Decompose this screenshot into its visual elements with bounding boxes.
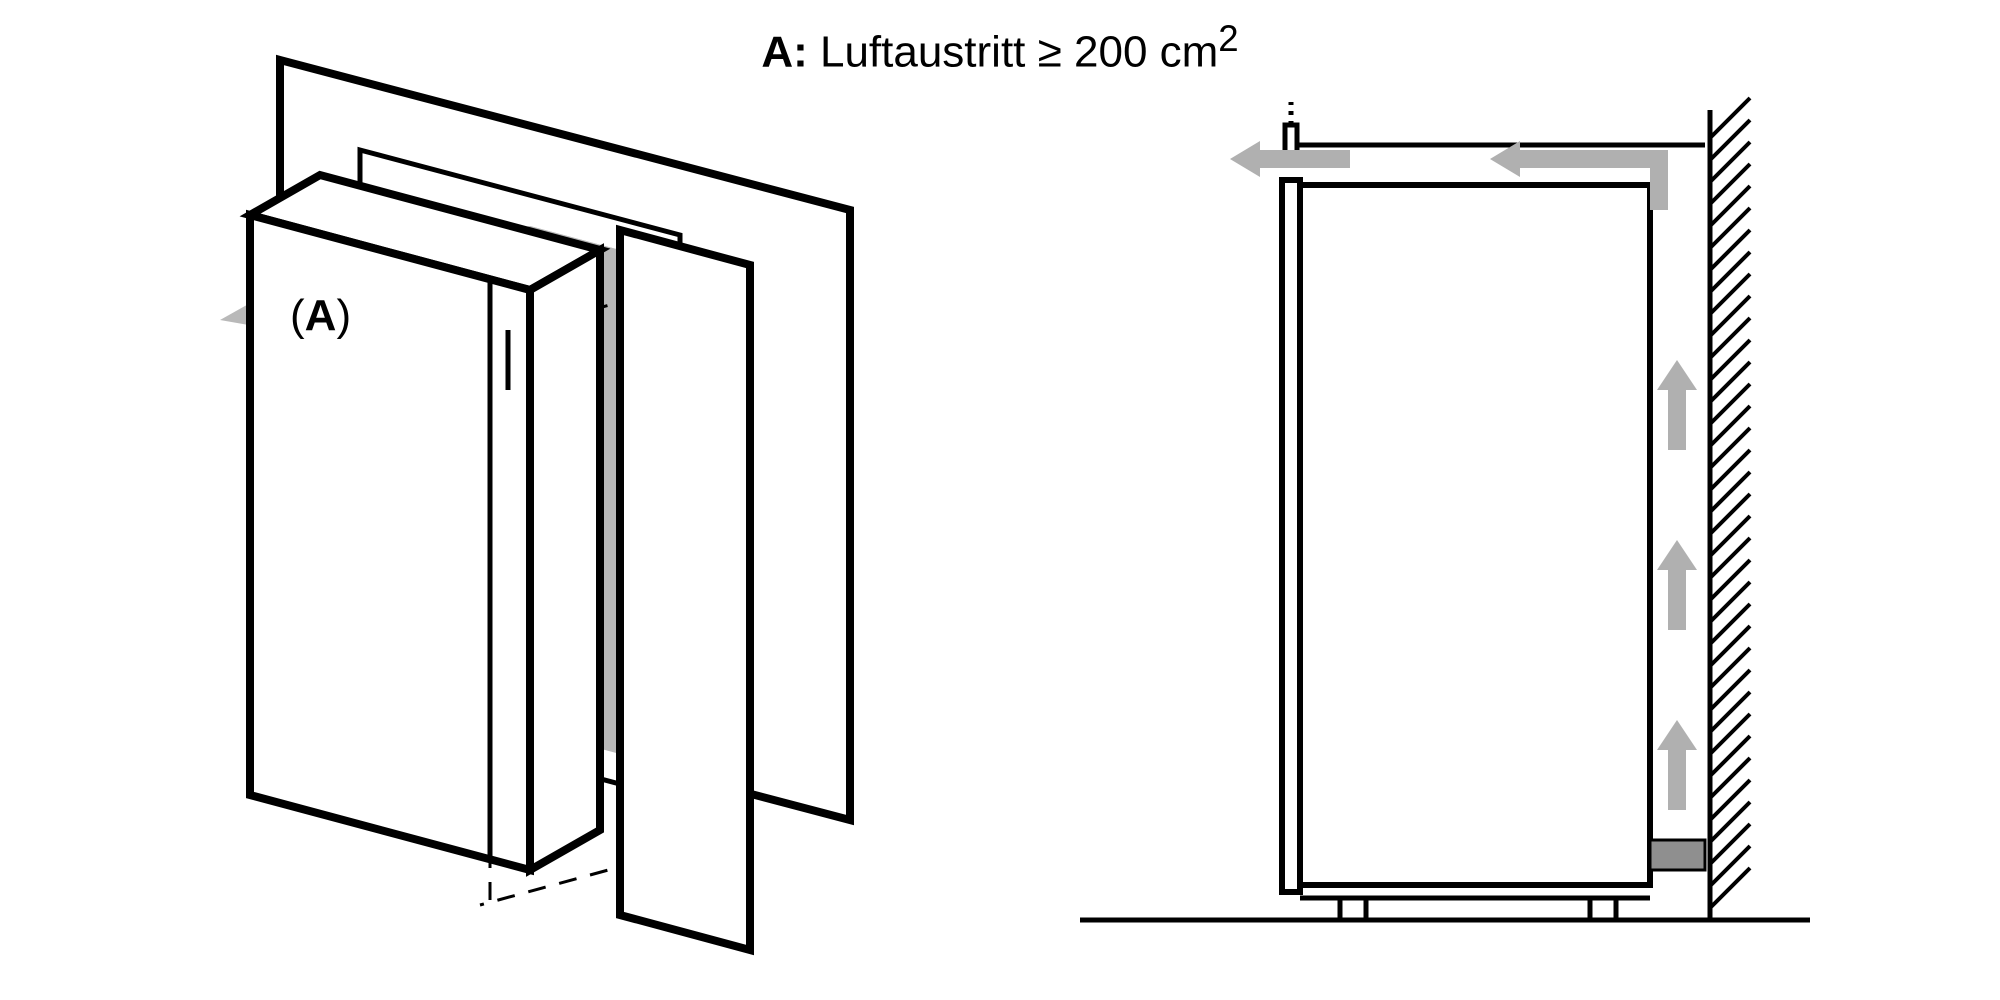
cabinet-outline xyxy=(1285,102,1705,155)
appliance-front xyxy=(250,175,600,870)
callout-a: (A) xyxy=(290,291,351,340)
title-superscript: 2 xyxy=(1218,18,1238,59)
appliance-side xyxy=(1282,180,1705,920)
section-diagram xyxy=(1050,90,1930,970)
wall-hatching xyxy=(1710,98,1750,908)
front-trim-panel xyxy=(620,230,750,950)
rear-spacer xyxy=(1650,840,1705,870)
isometric-diagram: (A) xyxy=(60,30,960,990)
